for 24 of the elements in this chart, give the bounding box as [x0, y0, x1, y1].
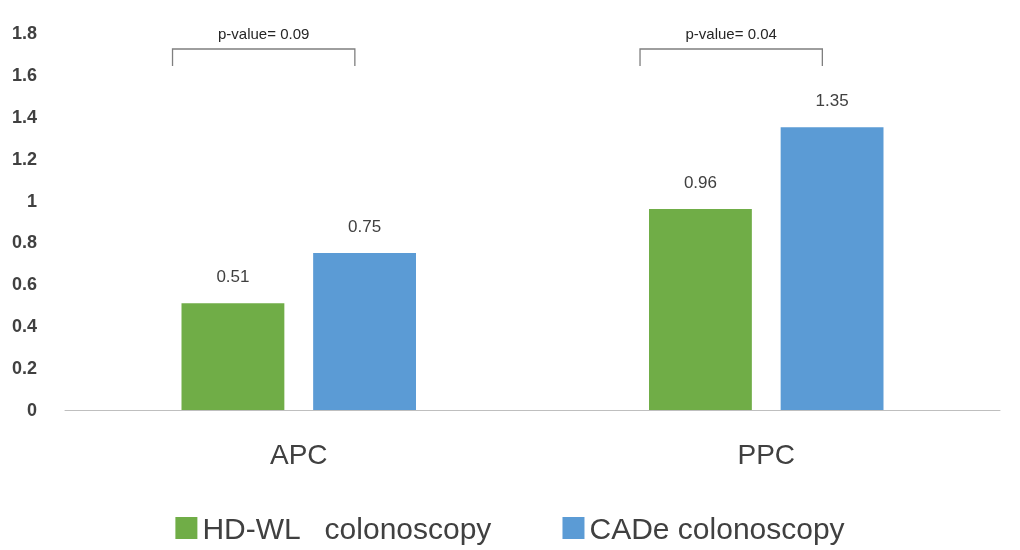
y-tick-label: 0.4	[11, 316, 37, 337]
y-tick-label: 0	[26, 400, 37, 420]
x-tick-label: PPC	[737, 438, 796, 470]
data-label: 0.75	[348, 216, 382, 236]
y-tick-label: 0.6	[11, 274, 37, 295]
data-label: 0.96	[683, 172, 717, 192]
y-tick-label: 0.2	[11, 358, 37, 379]
y-tick-label: 1.2	[11, 148, 37, 169]
y-tick-label: 1.8	[11, 23, 37, 43]
x-tick-label: APC	[269, 438, 328, 470]
annotation: p-value= 0.04	[685, 25, 777, 42]
y-tick-label: 1.6	[11, 64, 37, 85]
legend-label: CADe colonoscopy	[589, 511, 845, 545]
bar	[649, 208, 752, 410]
bar	[780, 127, 884, 410]
annotation: p-value= 0.09	[218, 25, 310, 42]
y-tick-label: 1	[26, 190, 37, 211]
y-tick-label: 0.8	[11, 232, 37, 253]
bar	[181, 303, 285, 410]
data-label: 0.51	[216, 267, 250, 287]
y-tick-label: 1.4	[11, 106, 37, 127]
bar	[313, 252, 416, 410]
legend-label: HD-WL colonoscopy	[202, 511, 492, 545]
data-label: 1.35	[815, 91, 849, 111]
